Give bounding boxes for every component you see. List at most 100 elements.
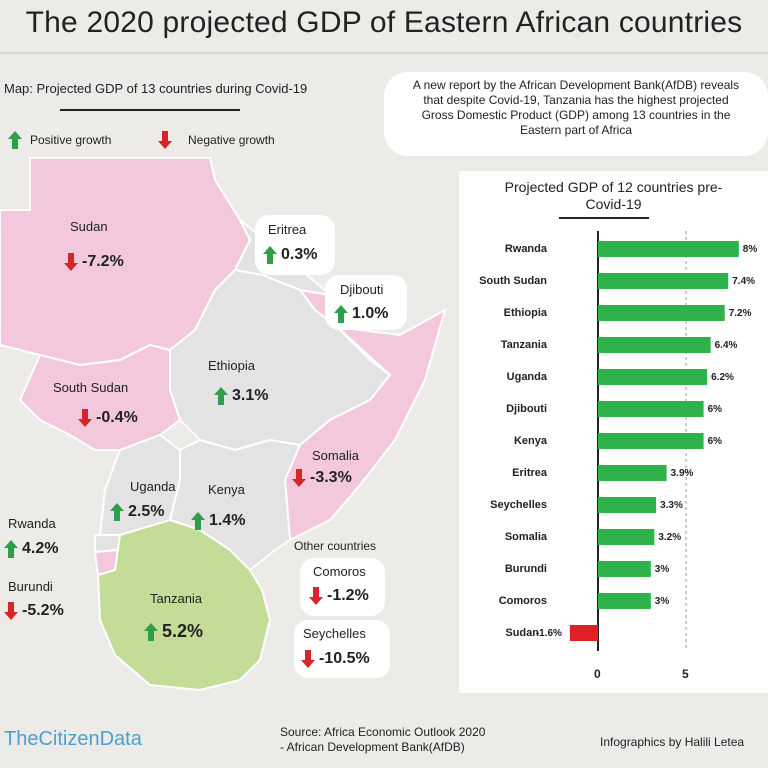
seychelles-label: Seychelles [303,626,366,641]
category-label: Burundi [504,563,547,575]
value-label: 3.3% [660,500,683,511]
comoros-value: -1.2% [309,587,369,605]
category-label: Somalia [504,531,547,543]
bar-chart [569,231,739,651]
category-label: Comoros [498,595,547,607]
seychelles-value: -10.5% [301,650,370,668]
up-arrow-icon [214,387,228,405]
value-label: 3.9% [670,468,694,479]
category-label: Seychelles [490,499,547,511]
x-tick-label: 5 [682,667,689,681]
bar-somalia [598,529,655,545]
bar-eritrea [598,465,667,481]
kenya-value: 1.4% [191,512,245,530]
value-label: 6% [707,436,723,447]
report-box: A new report by the African Development … [384,72,768,156]
category-label: South Sudan [479,275,547,287]
map-subtitle: Map: Projected GDP of 13 countries durin… [4,81,308,96]
rwanda-label: Rwanda [8,516,56,531]
chart-title-line: Covid-19 [585,196,642,212]
report-line: Eastern part of Africa [519,123,633,137]
up-arrow-icon [4,540,18,558]
bar-south-sudan [598,273,729,289]
category-label: Eritrea [512,467,547,479]
other-countries-label: Other countries [294,539,377,553]
ethiopia-value: 3.1% [214,387,268,405]
tanzania-label: Tanzania [150,591,203,606]
category-label: Uganda [506,371,547,383]
somalia-value: -3.3% [292,469,352,487]
bar-burundi [598,561,651,577]
value-label: 3% [654,564,670,575]
djibouti-value: 1.0% [334,305,388,323]
legend-positive: Positive growth [8,131,111,149]
category-label: Rwanda [504,243,547,255]
rwanda-value: 4.2% [4,540,58,558]
map-tanzania [96,518,272,692]
sudan-label: Sudan [70,219,108,234]
burundi-value: -5.2% [4,602,64,620]
report-line: A new report by the African Development … [412,78,740,92]
credit-note: Infographics by Halili Letea [600,735,745,749]
bar-chart-panel: Projected GDP of 12 countries pre- Covid… [459,171,768,693]
source-line: - African Development Bank(AfDB) [280,740,465,754]
bar-kenya [598,433,704,449]
south-sudan-value: -0.4% [78,409,138,427]
down-arrow-icon [301,650,315,668]
map-subtitle-underline [60,109,240,111]
bar-djibouti [598,401,704,417]
category-label: Sudan [505,627,539,639]
uganda-value: 2.5% [110,503,164,521]
bar-seychelles [598,497,657,513]
legend-positive-label: Positive growth [30,133,112,147]
bar-tanzania [598,337,711,353]
category-label: Djibouti [506,403,547,415]
seychelles-bubble [294,620,390,678]
bar-comoros [598,593,651,609]
bar-ethiopia [598,305,725,321]
down-arrow-icon [292,469,306,487]
value-label: 6.4% [714,340,738,351]
sudan-value: -7.2% [64,253,124,271]
page-title: The 2020 projected GDP of Eastern Africa… [25,6,743,39]
source-note: Source: Africa Economic Outlook 2020 - A… [280,725,485,755]
value-label: 7.4% [732,276,756,287]
eritrea-value: 0.3% [263,246,317,264]
chart-title: Projected GDP of 12 countries pre- Covid… [459,179,768,213]
bar-sudan [569,625,598,641]
source-line: Source: Africa Economic Outlook 2020 [280,725,486,739]
kenya-label: Kenya [208,482,245,497]
report-line: Gross Domestic Product (GDP) among 13 co… [421,108,731,122]
map-somalia [283,307,447,542]
title-divider [0,52,768,54]
value-label: 7.2% [728,308,752,319]
up-arrow-icon [110,503,124,521]
ethiopia-label: Ethiopia [208,358,255,373]
value-label: 3% [654,596,670,607]
category-label: Kenya [513,435,547,447]
up-arrow-icon [263,246,277,264]
value-label: -1.6% [535,628,562,639]
south-sudan-label: South Sudan [53,380,129,395]
report-line: that despite Covid-19, Tanzania has the … [423,93,729,107]
legend-negative: Negative growth [158,131,275,149]
djibouti-label: Djibouti [340,282,384,297]
category-label: Ethiopia [503,307,547,319]
down-arrow-icon [78,409,92,427]
up-arrow-icon [334,305,348,323]
bar-rwanda [598,241,739,257]
category-label: Tanzania [500,339,547,351]
value-label: 6% [707,404,723,415]
down-arrow-icon [309,587,323,605]
down-arrow-icon [64,253,78,271]
map-south-sudan [18,343,182,451]
eritrea-bubble [255,215,335,275]
up-arrow-icon [144,622,158,641]
legend-negative-label: Negative growth [188,133,275,147]
eritrea-label: Eritrea [268,222,307,237]
value-label: 8% [742,244,758,255]
down-arrow-icon [158,131,172,149]
tanzania-value: 5.2% [144,621,203,642]
chart-title-line: Projected GDP of 12 countries pre- [504,179,723,195]
uganda-label: Uganda [130,479,176,494]
